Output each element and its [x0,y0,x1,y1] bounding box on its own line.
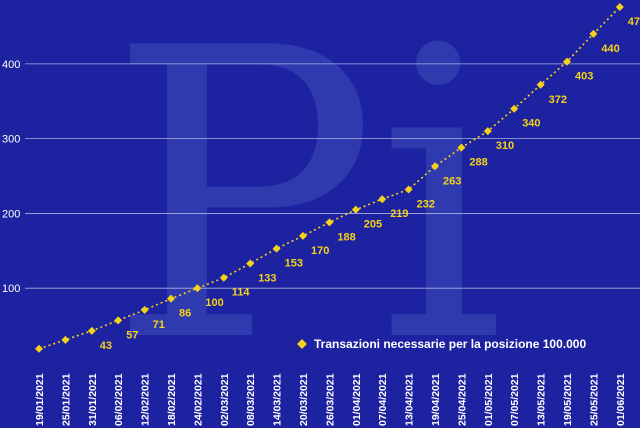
data-point [193,284,202,293]
data-label: 86 [179,308,191,320]
data-point [404,185,413,194]
data-point [219,273,228,282]
x-tick-label: 01/05/2021 [483,373,495,426]
x-tick-label: 19/05/2021 [562,373,574,426]
y-tick-label: 400 [2,59,20,71]
y-tick-label: 200 [2,208,20,220]
data-point [483,127,492,136]
x-tick-label: 31/01/2021 [87,373,99,426]
legend-label: Transazioni necessarie per la posizione … [314,337,586,351]
data-label: 263 [443,175,461,187]
data-point [615,3,624,11]
x-tick-label: 08/03/2021 [245,373,257,426]
x-tick-label: 07/04/2021 [377,373,389,426]
data-label: 114 [232,287,251,299]
gridlines [25,63,640,289]
data-point [563,57,571,66]
x-tick-label: 25/05/2021 [588,373,600,426]
y-tick-label: 300 [2,134,20,146]
x-tick-label: 01/04/2021 [351,373,363,426]
legend: Transazioni necessarie per la posizione … [297,337,586,351]
x-tick-label: 18/02/2021 [166,373,178,426]
data-label: 71 [153,319,165,331]
data-point [431,162,439,171]
x-tick-label: 12/02/2021 [140,373,152,426]
x-tick-label: 07/05/2021 [509,373,521,426]
data-point [299,231,307,240]
data-label: 340 [522,118,540,130]
data-labels: 43 57 71 86 100 114 133 153 170 188 205 219 232 263 28… [100,16,640,352]
x-tick-label: 25/04/2021 [456,373,468,426]
data-label: 43 [100,340,112,352]
y-tick-label: 100 [2,283,20,295]
legend-marker [297,339,307,349]
x-tick-label: 13/05/2021 [536,373,548,426]
data-label: 310 [496,140,514,152]
data-label: 170 [311,245,329,257]
data-points [35,3,624,353]
data-point [351,205,360,214]
data-label: 188 [337,231,355,243]
data-label: 288 [469,157,487,169]
data-point [140,305,149,314]
data-label: 205 [364,219,382,231]
x-tick-label: 06/02/2021 [113,373,125,426]
watermark-logo: Pi [108,0,505,428]
x-axis-ticks: 19/01/2021 25/01/2021 31/01/2021 06/02/2021… [34,373,627,426]
data-label: 57 [126,329,138,341]
data-point [589,29,598,38]
data-label: 476 [628,16,640,28]
data-point [325,218,334,227]
x-tick-label: 13/04/2021 [404,373,416,426]
data-label: 133 [258,273,276,285]
data-point [378,195,387,204]
data-label: 153 [285,258,303,270]
data-label: 100 [205,297,223,309]
data-point [87,326,96,335]
x-tick-label: 14/03/2021 [272,373,284,426]
data-point [246,259,255,268]
x-tick-label: 26/03/2021 [324,373,336,426]
x-tick-label: 19/04/2021 [430,373,442,426]
data-point [536,80,545,89]
data-point [35,344,43,353]
x-tick-label: 01/06/2021 [615,373,627,426]
x-tick-label: 25/01/2021 [60,373,72,426]
y-axis-ticks: 100 200 300 400 [2,59,20,295]
data-point [61,335,70,344]
data-label: 440 [601,43,619,55]
data-point [457,143,466,152]
data-point [510,104,519,113]
data-label: 219 [390,208,408,220]
x-tick-label: 19/01/2021 [34,373,46,426]
data-label: 372 [549,94,567,106]
x-tick-label: 20/03/2021 [298,373,310,426]
data-point [272,244,281,253]
data-point [114,316,123,325]
data-label: 232 [417,198,435,210]
x-tick-label: 24/02/2021 [192,373,204,426]
x-tick-label: 02/03/2021 [219,373,231,426]
data-point [167,294,175,303]
data-label: 403 [575,71,593,83]
